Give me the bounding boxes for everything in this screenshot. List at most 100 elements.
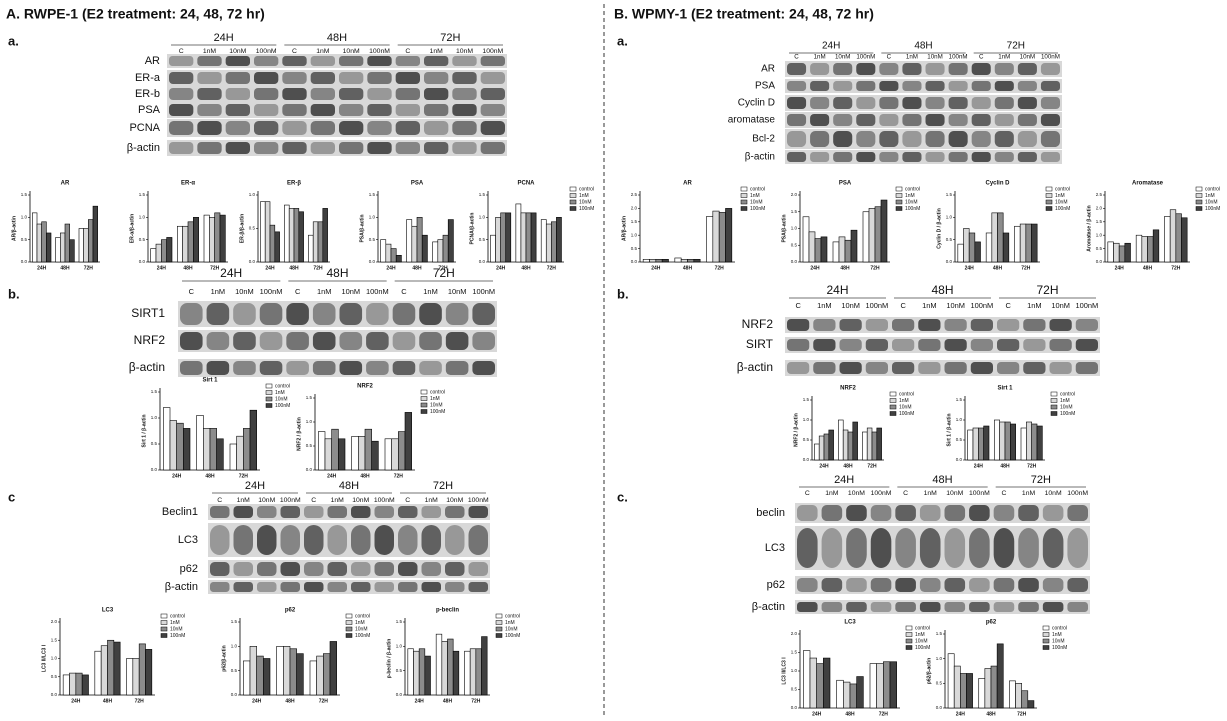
blot-band: [282, 56, 307, 66]
bar: [687, 259, 695, 263]
protein-label: PSA: [138, 104, 161, 116]
bar: [1031, 423, 1038, 461]
bar: [289, 648, 297, 696]
y-tick-label: 0.5: [631, 246, 638, 251]
y-axis-label: PSA/β-actin: [359, 214, 365, 242]
blot-band: [468, 525, 488, 555]
blot-band: [367, 88, 392, 100]
blot-band: [225, 104, 250, 116]
blot-band: [210, 525, 230, 555]
bar: [183, 428, 191, 471]
y-tick-label: 0.5: [231, 668, 238, 673]
legend-swatch: [345, 633, 353, 638]
legend-swatch: [740, 199, 748, 205]
blot-band: [944, 319, 967, 331]
legend-swatch: [1042, 638, 1050, 644]
bar: [706, 216, 714, 263]
bar: [36, 223, 42, 263]
blot-band: [254, 88, 279, 100]
bar: [298, 211, 304, 263]
legend-swatch: [495, 633, 503, 638]
protein-label: SIRT1: [131, 306, 165, 320]
bar: [243, 428, 251, 471]
blot-band: [870, 528, 892, 568]
dose-label: 1nM: [1027, 301, 1041, 310]
bar: [495, 217, 501, 263]
blot-band: [1042, 505, 1064, 521]
bar: [62, 674, 70, 696]
dose-label: 100nM: [871, 490, 892, 497]
bar: [41, 221, 47, 263]
protein-label: β-actin: [127, 142, 160, 154]
legend-swatch: [740, 186, 748, 192]
y-tick-label: 1.5: [369, 192, 376, 197]
y-tick-label: 1.5: [1096, 219, 1103, 224]
y-tick-label: 1.0: [396, 644, 403, 649]
bar: [996, 643, 1004, 709]
legend-label: 1nM: [355, 620, 365, 626]
bar: [249, 646, 257, 696]
legend-label: 10nM: [1205, 199, 1218, 205]
bar: [132, 658, 140, 696]
legend-swatch: [1195, 199, 1203, 205]
x-tick-label: 72H: [715, 265, 725, 271]
y-tick-label: 2.0: [791, 631, 798, 636]
dose-label: 10nM: [456, 48, 473, 55]
time-label: 72H: [1031, 474, 1051, 486]
blot-band: [1040, 114, 1060, 126]
bar: [844, 239, 852, 263]
legend-swatch: [1042, 625, 1050, 631]
dose-label: 10nM: [1020, 54, 1035, 61]
y-tick-label: 1.0: [631, 232, 638, 237]
y-tick-label: 0.5: [479, 237, 486, 242]
legend-label: 10nM: [579, 199, 592, 205]
y-tick-label: 1.5: [396, 619, 403, 624]
legend-swatch: [160, 633, 168, 638]
time-label: 48H: [931, 283, 953, 297]
blot-band: [787, 114, 807, 126]
bar: [551, 221, 557, 263]
x-tick-label: 48H: [183, 265, 193, 271]
blot-strip: [795, 503, 1090, 523]
bar: [371, 440, 379, 471]
blot-band: [919, 505, 941, 521]
x-tick-label: 48H: [840, 265, 850, 271]
time-label: 72H: [433, 266, 455, 280]
bar: [83, 228, 89, 263]
x-tick-label: 24H: [265, 265, 275, 271]
x-tick-label: 48H: [683, 265, 693, 271]
y-tick-label: 0.0: [369, 259, 376, 264]
blot-band: [1018, 578, 1039, 592]
blot-band: [310, 72, 335, 84]
bar: [155, 243, 162, 263]
blot-band: [206, 332, 230, 350]
bar: [75, 672, 83, 696]
blot-band: [424, 121, 449, 135]
blot-band: [480, 56, 505, 66]
legend-label: 1nM: [905, 193, 915, 199]
time-label: 48H: [339, 480, 359, 492]
legend-swatch: [345, 613, 353, 619]
blot-band: [918, 319, 941, 331]
protein-label: β-actin: [752, 601, 785, 613]
bar: [407, 648, 414, 696]
bar: [1025, 223, 1032, 263]
dose-label: 100nM: [969, 490, 990, 497]
bar: [843, 681, 851, 709]
bar: [276, 646, 284, 696]
legend-label: 100nM: [905, 206, 920, 212]
bar: [947, 653, 955, 709]
y-tick-label: 0.5: [946, 237, 953, 242]
protein-label: NRF2: [742, 317, 774, 331]
y-tick-label: 1.0: [956, 417, 963, 422]
protein-label: β-actin: [737, 360, 773, 374]
legend-swatch: [345, 626, 353, 632]
x-tick-label: 48H: [412, 265, 422, 271]
blot-band: [925, 63, 945, 75]
legend-swatch: [265, 383, 273, 389]
y-tick-label: 0.5: [396, 668, 403, 673]
blot-band: [259, 303, 283, 325]
x-tick-label: 24H: [956, 711, 966, 717]
blot-band: [366, 332, 389, 350]
protein-label: Cyclin D: [738, 98, 775, 109]
